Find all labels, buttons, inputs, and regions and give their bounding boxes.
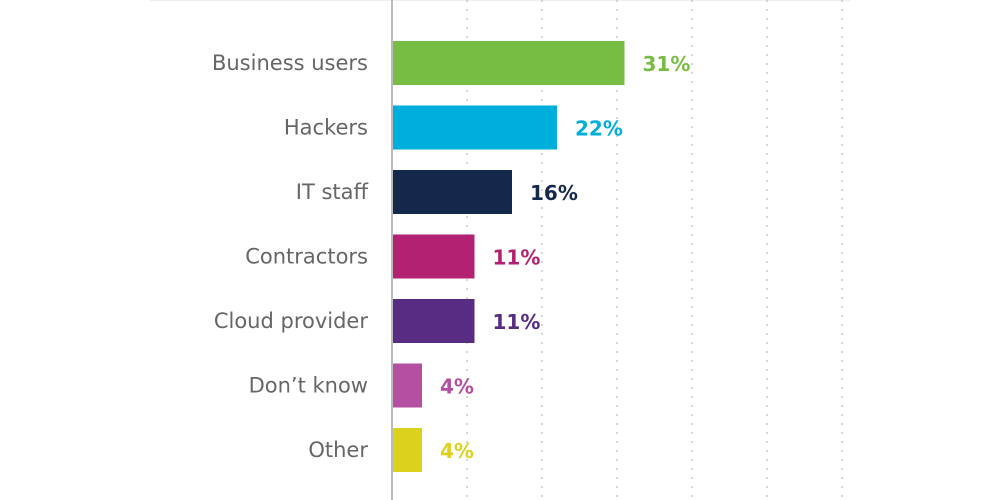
bar	[392, 170, 512, 214]
category-label: Contractors	[245, 245, 368, 269]
category-label: Cloud provider	[214, 309, 369, 333]
category-label: Don’t know	[249, 374, 368, 398]
bar	[392, 105, 557, 150]
value-label: 4%	[440, 375, 474, 399]
bar	[392, 234, 475, 279]
value-label: 4%	[440, 439, 474, 463]
value-label: 31%	[643, 52, 691, 76]
category-label: IT staff	[296, 180, 369, 204]
value-label: 11%	[493, 246, 541, 270]
category-label: Hackers	[284, 116, 368, 140]
category-label: Business users	[212, 51, 368, 75]
bar	[392, 41, 625, 85]
value-label: 11%	[493, 310, 541, 334]
category-label: Other	[308, 438, 368, 462]
value-label: 16%	[530, 181, 578, 205]
bar	[392, 428, 422, 472]
bar	[392, 299, 475, 343]
bar	[392, 363, 422, 408]
value-label: 22%	[575, 117, 623, 141]
